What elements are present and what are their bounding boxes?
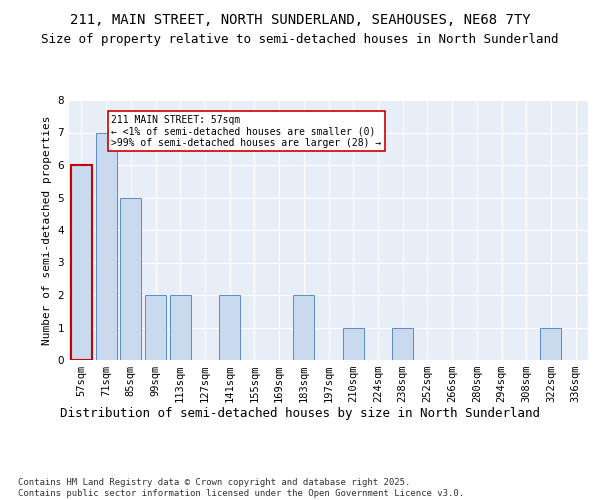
- Text: Size of property relative to semi-detached houses in North Sunderland: Size of property relative to semi-detach…: [41, 32, 559, 46]
- Bar: [170, 295, 191, 360]
- Bar: [71, 165, 92, 360]
- Bar: [120, 198, 141, 360]
- Bar: [145, 295, 166, 360]
- Text: Contains HM Land Registry data © Crown copyright and database right 2025.
Contai: Contains HM Land Registry data © Crown c…: [18, 478, 464, 498]
- Bar: [392, 328, 413, 360]
- Bar: [343, 328, 364, 360]
- Text: 211, MAIN STREET, NORTH SUNDERLAND, SEAHOUSES, NE68 7TY: 211, MAIN STREET, NORTH SUNDERLAND, SEAH…: [70, 12, 530, 26]
- Y-axis label: Number of semi-detached properties: Number of semi-detached properties: [42, 116, 52, 345]
- Bar: [541, 328, 562, 360]
- Text: 211 MAIN STREET: 57sqm
← <1% of semi-detached houses are smaller (0)
>99% of sem: 211 MAIN STREET: 57sqm ← <1% of semi-det…: [111, 114, 381, 148]
- Bar: [293, 295, 314, 360]
- Text: Distribution of semi-detached houses by size in North Sunderland: Distribution of semi-detached houses by …: [60, 408, 540, 420]
- Bar: [219, 295, 240, 360]
- Bar: [95, 132, 116, 360]
